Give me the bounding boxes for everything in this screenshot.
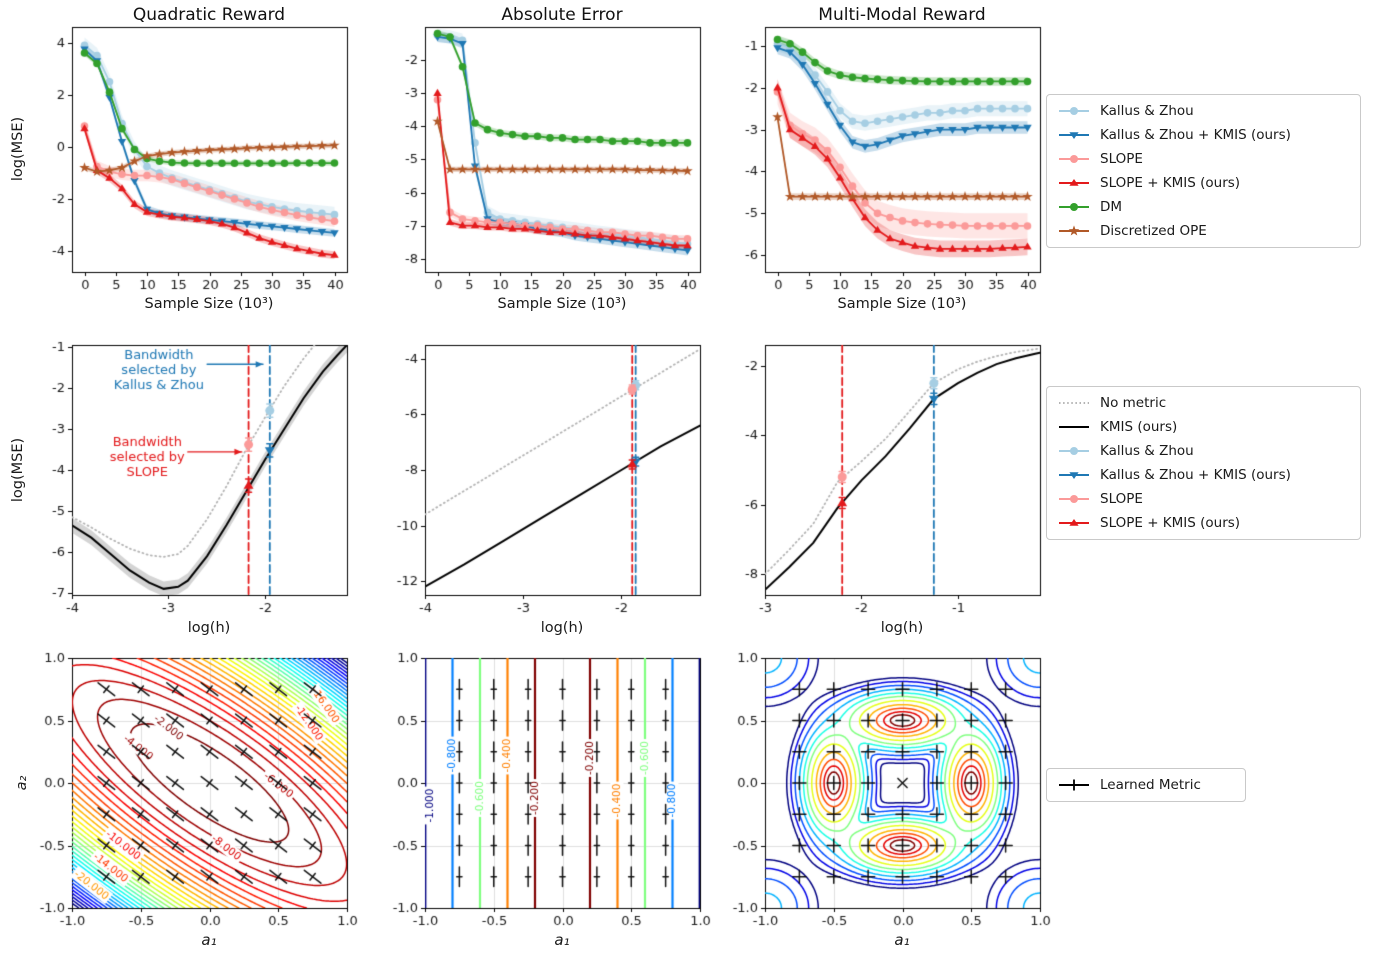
legend-item: Kallus & Zhou + KMIS (ours) (1057, 127, 1350, 143)
legend-marker (1059, 179, 1089, 186)
panel-title-multi-modal-reward: Multi-Modal Reward (818, 5, 986, 25)
legend-label: Learned Metric (1100, 777, 1201, 793)
legend-marker (1059, 402, 1089, 404)
legend-label: No metric (1100, 395, 1167, 411)
legend-item: SLOPE + KMIS (ours) (1057, 175, 1350, 191)
legend-label: Discretized OPE (1100, 223, 1207, 239)
x-axis-label-row2-col3: log(h) (880, 620, 924, 636)
legend-item: No metric (1057, 395, 1350, 411)
legend-item: SLOPE + KMIS (ours) (1057, 515, 1350, 531)
legend-row1: Kallus & Zhou Kallus & Zhou + KMIS (ours)… (1046, 94, 1361, 248)
legend-item: DM (1057, 199, 1350, 215)
legend-marker (1059, 203, 1089, 211)
legend-item: Kallus & Zhou (1057, 443, 1350, 459)
legend-marker (1059, 107, 1089, 115)
legend-label: DM (1100, 199, 1123, 215)
legend-label: SLOPE (1100, 151, 1143, 167)
legend-row3: Learned Metric (1046, 768, 1246, 802)
legend-item: Kallus & Zhou + KMIS (ours) (1057, 467, 1350, 483)
x-axis-label-row1-col3: Sample Size (10³) (837, 296, 967, 312)
legend-label: Kallus & Zhou (1100, 443, 1194, 459)
legend-marker (1059, 472, 1089, 479)
legend-marker (1059, 779, 1089, 791)
legend-item: SLOPE (1057, 491, 1350, 507)
legend-marker (1059, 155, 1089, 163)
legend-item: KMIS (ours) (1057, 419, 1350, 435)
legend-item: SLOPE (1057, 151, 1350, 167)
legend-label: Kallus & Zhou (1100, 103, 1194, 119)
x-axis-label-row1-col2: Sample Size (10³) (497, 296, 627, 312)
legend-label: SLOPE + KMIS (ours) (1100, 515, 1241, 531)
legend-marker (1059, 447, 1089, 455)
legend-item: Learned Metric (1057, 777, 1235, 793)
x-axis-label-row3-col2: a₁ (554, 931, 570, 949)
legend-marker (1059, 519, 1089, 526)
x-axis-label-row3-col3: a₁ (894, 931, 910, 949)
panel-title-absolute-error: Absolute Error (501, 5, 623, 25)
legend-row2: No metric KMIS (ours) Kallus & Zhou Kallus … (1046, 386, 1361, 540)
y-axis-label-row3: a₂ (14, 775, 30, 791)
legend-marker (1059, 132, 1089, 139)
legend-marker (1059, 495, 1089, 503)
x-axis-label-row2-col2: log(h) (540, 620, 584, 636)
legend-label: SLOPE + KMIS (ours) (1100, 175, 1241, 191)
y-axis-label-row2: log(MSE) (10, 437, 26, 503)
x-axis-label-row2-col1: log(h) (187, 620, 231, 636)
legend-marker (1059, 426, 1089, 428)
panel-title-quadratic-reward: Quadratic Reward (132, 5, 286, 25)
legend-label: SLOPE (1100, 491, 1143, 507)
y-axis-label-row1: log(MSE) (10, 116, 26, 182)
x-axis-label-row1-col1: Sample Size (10³) (144, 296, 274, 312)
legend-marker (1059, 225, 1089, 236)
legend-label: KMIS (ours) (1100, 419, 1178, 435)
legend-label: Kallus & Zhou + KMIS (ours) (1100, 127, 1291, 143)
legend-label: Kallus & Zhou + KMIS (ours) (1100, 467, 1291, 483)
x-axis-label-row3-col1: a₁ (201, 931, 217, 949)
legend-item: Kallus & Zhou (1057, 103, 1350, 119)
legend-item: Discretized OPE (1057, 223, 1350, 239)
